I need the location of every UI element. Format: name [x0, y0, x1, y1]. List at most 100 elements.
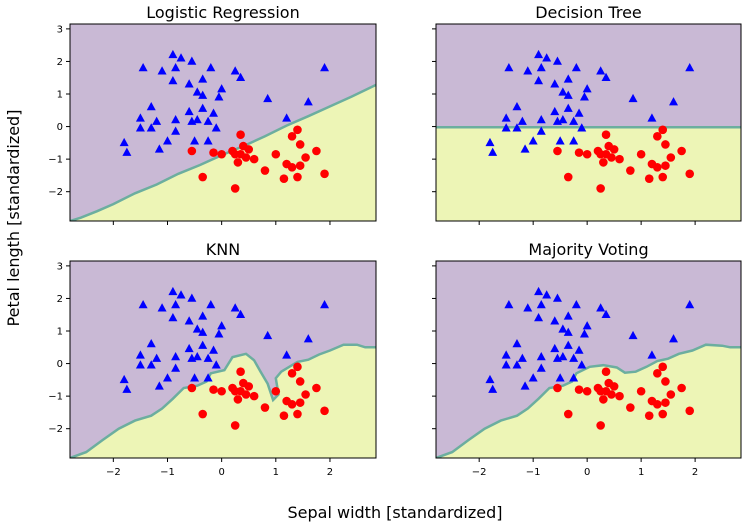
point-class0	[536, 299, 546, 309]
point-class1	[230, 421, 240, 430]
point-class0	[263, 93, 273, 103]
point-class0	[198, 327, 208, 336]
point-class0	[320, 62, 330, 72]
point-class0	[528, 136, 538, 145]
point-class0	[119, 137, 129, 147]
point-class1	[615, 154, 624, 164]
point-class1	[236, 130, 245, 140]
point-class0	[574, 345, 584, 354]
x-tick-label: 2	[327, 467, 333, 478]
point-class0	[534, 312, 544, 322]
point-class1	[293, 362, 302, 372]
point-class1	[661, 140, 670, 149]
point-class0	[184, 79, 194, 88]
point-class1	[626, 403, 635, 412]
x-tick-label: 2	[692, 467, 698, 478]
point-class0	[146, 123, 156, 132]
point-class1	[596, 421, 605, 430]
point-class1	[287, 369, 297, 378]
point-class0	[171, 299, 181, 309]
point-class1	[653, 369, 662, 378]
point-class0	[596, 303, 606, 312]
point-class0	[569, 353, 579, 362]
point-class0	[596, 66, 606, 75]
point-class1	[653, 399, 662, 409]
point-class0	[569, 116, 579, 125]
point-class0	[512, 123, 522, 132]
y-tick-label: −1	[48, 392, 63, 403]
point-class0	[563, 74, 573, 83]
point-class0	[669, 97, 679, 106]
x-tick-label: −2	[106, 467, 121, 478]
point-class1	[198, 172, 207, 182]
point-class0	[571, 299, 581, 309]
subplot-title: KNN	[206, 240, 240, 259]
point-class0	[504, 299, 514, 309]
point-class0	[198, 311, 208, 320]
point-class0	[558, 352, 568, 361]
point-class1	[249, 154, 259, 164]
point-class0	[230, 66, 240, 75]
point-class1	[271, 386, 281, 396]
point-class1	[295, 398, 305, 407]
point-class0	[574, 108, 584, 117]
point-class1	[599, 395, 608, 404]
point-class0	[669, 334, 679, 343]
x-tick-label: −1	[160, 467, 175, 478]
decision-boundary	[70, 83, 376, 221]
point-class0	[187, 293, 197, 302]
point-class0	[512, 339, 522, 348]
point-class0	[157, 66, 167, 75]
point-class0	[146, 360, 156, 369]
point-class1	[293, 409, 302, 419]
point-class0	[192, 87, 202, 96]
axes-frame	[69, 260, 377, 459]
point-class0	[263, 330, 273, 340]
point-class0	[152, 353, 162, 362]
point-class1	[293, 125, 302, 135]
point-class0	[230, 303, 240, 312]
point-class1	[187, 383, 197, 393]
point-class1	[320, 169, 329, 179]
point-class0	[122, 384, 132, 393]
point-class0	[685, 299, 695, 309]
point-class1	[287, 162, 297, 172]
point-class0	[214, 92, 224, 101]
point-class0	[542, 290, 552, 299]
point-class0	[171, 352, 181, 361]
y-tick-label: 1	[57, 327, 63, 338]
point-class0	[552, 293, 562, 302]
point-class0	[536, 363, 546, 372]
subplot-title: Decision Tree	[535, 3, 642, 22]
point-class0	[485, 137, 495, 147]
point-class0	[582, 84, 592, 93]
point-class0	[579, 92, 589, 101]
point-class1	[312, 146, 321, 156]
point-class0	[601, 72, 611, 81]
point-class0	[601, 309, 611, 318]
point-class0	[563, 327, 573, 336]
point-class0	[206, 299, 216, 309]
point-class1	[293, 172, 302, 182]
point-class0	[168, 312, 178, 322]
point-class0	[236, 309, 246, 318]
point-class0	[534, 286, 544, 296]
point-class1	[301, 390, 310, 399]
point-class1	[574, 385, 584, 394]
point-class0	[501, 360, 511, 369]
point-class1	[658, 362, 668, 372]
point-class0	[582, 321, 592, 330]
x-tick-label: 0	[218, 467, 224, 478]
point-class1	[563, 409, 573, 419]
axes-frame	[69, 23, 377, 222]
point-class0	[138, 62, 148, 72]
point-class1	[312, 383, 321, 393]
y-tick-label: −2	[48, 187, 63, 198]
point-class0	[184, 316, 194, 325]
point-class1	[677, 383, 686, 393]
figure-xlabel: Sepal width [standardized]	[288, 503, 503, 522]
point-class0	[550, 316, 560, 325]
region-class1	[70, 84, 376, 221]
point-class1	[685, 406, 695, 416]
